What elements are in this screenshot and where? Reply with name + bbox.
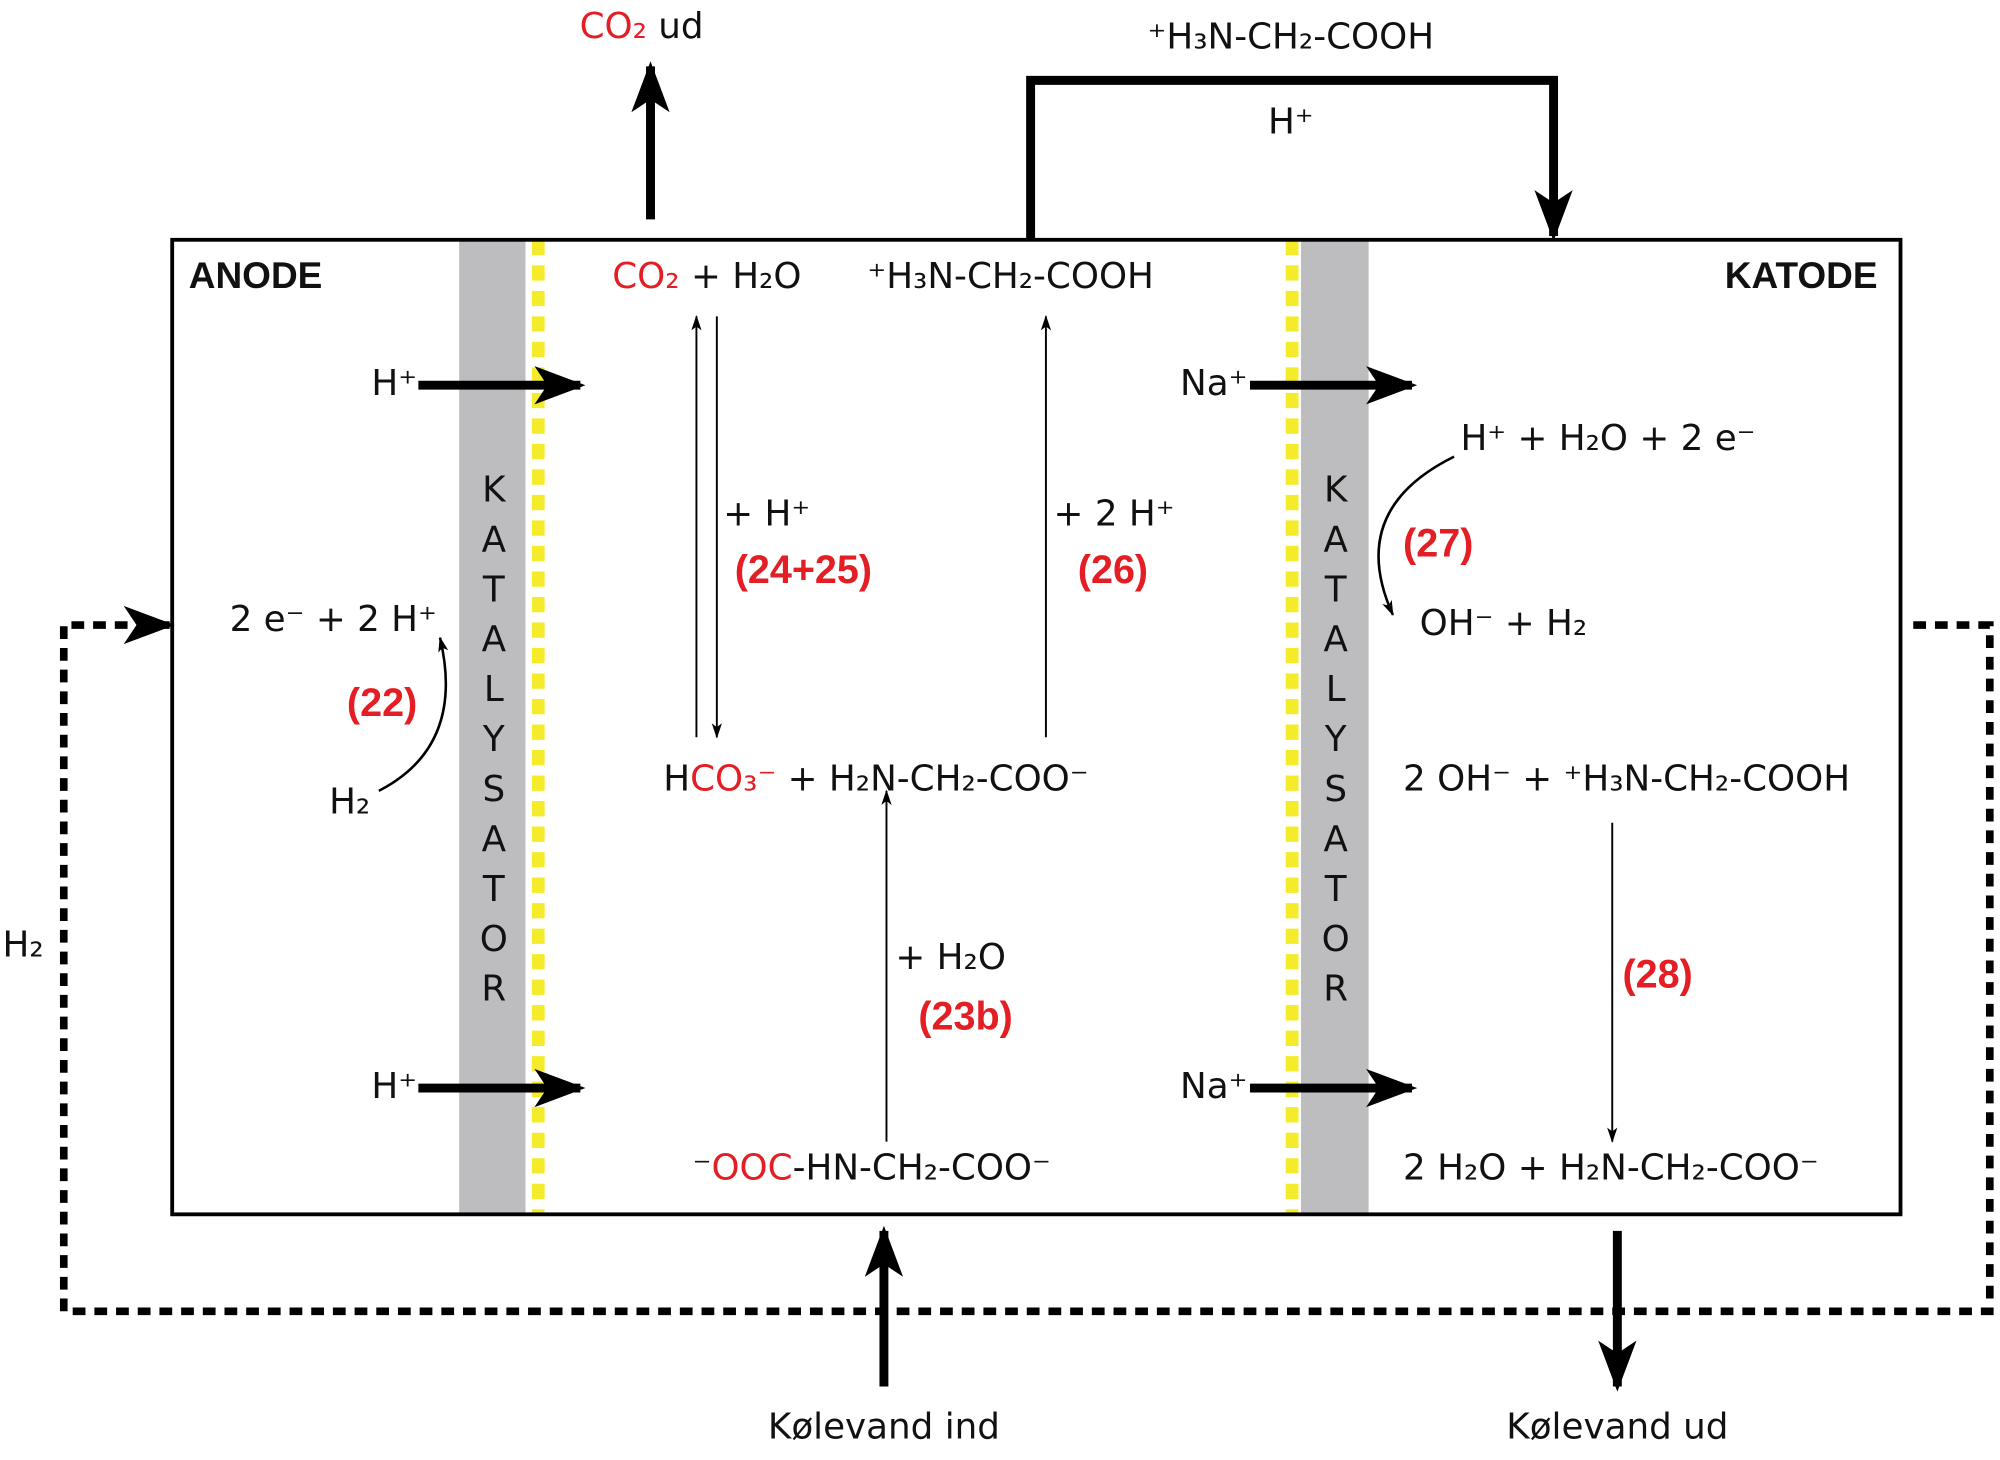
co2-out-label: CO₂ ud xyxy=(580,6,704,47)
flow-label: Kølevand ind xyxy=(768,1407,1000,1448)
cell-border xyxy=(170,237,1903,1217)
hydrogen-loop xyxy=(59,605,1994,1316)
reaction-number: (22) xyxy=(347,681,417,725)
text: H xyxy=(663,759,690,800)
reaction-number: (26) xyxy=(1078,548,1148,592)
transfer-label: ⁺H₃N-CH₂-COOH xyxy=(1148,16,1435,57)
ion-label: H⁺ xyxy=(371,363,417,404)
reagent: + 2 H⁺ xyxy=(1054,493,1175,534)
species: ⁻OOC-HN-CH₂-COO⁻ xyxy=(693,1148,1051,1189)
flow-label: Kølevand ud xyxy=(1506,1407,1728,1448)
species: H⁺ + H₂O + 2 e⁻ xyxy=(1460,418,1755,459)
catalyst-label: KATALYSATOR xyxy=(473,469,514,1018)
flow-label: H₂ xyxy=(3,924,44,965)
transfer-arrow xyxy=(1026,75,1573,242)
highlight: CO₂ xyxy=(580,6,647,47)
text: ud xyxy=(647,6,704,47)
species: HCO₃⁻ + H₂N-CH₂-COO⁻ xyxy=(663,759,1088,800)
reagent: + H⁺ xyxy=(723,493,810,534)
anode-catalyst-layer xyxy=(459,239,526,1215)
reaction-number: (27) xyxy=(1403,521,1473,565)
text: ⁻ xyxy=(693,1148,712,1189)
highlight: CO₃⁻ xyxy=(690,759,776,800)
species: 2 H₂O + H₂N-CH₂-COO⁻ xyxy=(1403,1148,1819,1189)
reaction-arrow xyxy=(378,636,449,792)
species: 2 e⁻ + 2 H⁺ xyxy=(230,599,437,640)
ion-label: Na⁺ xyxy=(1180,1066,1247,1107)
reaction-number: (28) xyxy=(1622,953,1692,997)
cathode-title: KATODE xyxy=(1725,255,1878,296)
ion-label: Na⁺ xyxy=(1180,363,1247,404)
catalyst-label: KATALYSATOR xyxy=(1315,469,1356,1018)
labels: CO₂ ud ⁺H₃N-CH₂-COOH H⁺ ANODE KATALYSATO… xyxy=(3,6,1878,1448)
text: + H₂N-CH₂-COO⁻ xyxy=(776,759,1088,800)
anode-title: ANODE xyxy=(189,255,323,296)
highlight: CO₂ xyxy=(612,256,679,297)
species: ⁺H₃N-CH₂-COOH xyxy=(867,256,1154,297)
species: CO₂ + H₂O xyxy=(612,256,801,297)
highlight: OOC xyxy=(711,1148,792,1189)
species: H₂ xyxy=(329,782,370,823)
cathode-catalyst-layer xyxy=(1301,239,1369,1215)
text: + H₂O xyxy=(680,256,802,297)
species: 2 OH⁻ + ⁺H₃N-CH₂-COOH xyxy=(1403,759,1850,800)
arrows xyxy=(59,61,1994,1392)
reaction-arrow xyxy=(1377,455,1455,616)
ion-label: H⁺ xyxy=(371,1066,417,1107)
transfer-label: H⁺ xyxy=(1268,102,1314,143)
text: -HN-CH₂-COO⁻ xyxy=(793,1148,1051,1189)
reaction-number: (23b) xyxy=(918,995,1012,1039)
reaction-number: (24+25) xyxy=(735,548,872,592)
species: OH⁻ + H₂ xyxy=(1420,603,1588,644)
reagent: + H₂O xyxy=(895,937,1006,978)
